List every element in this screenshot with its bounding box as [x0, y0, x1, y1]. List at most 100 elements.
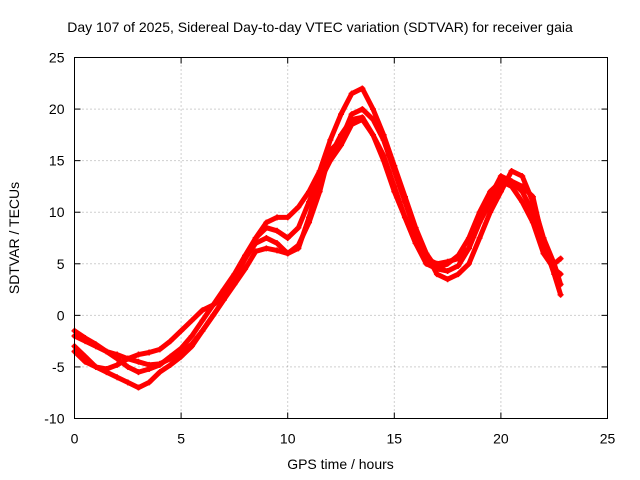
data-point-marker	[359, 85, 366, 92]
data-point-marker	[444, 268, 451, 275]
data-point-marker	[476, 214, 483, 221]
data-point-marker	[188, 332, 195, 339]
data-point-marker	[188, 343, 195, 350]
x-tick-label: 5	[177, 431, 185, 447]
y-tick-label: 5	[57, 256, 65, 272]
data-point-marker	[263, 219, 270, 226]
data-point-marker	[124, 355, 131, 362]
data-point-marker	[391, 162, 398, 169]
plot-frame	[74, 57, 608, 419]
data-point-marker	[135, 384, 142, 391]
data-point-marker	[338, 142, 344, 149]
x-tick-label: 20	[493, 431, 509, 447]
data-point-marker	[497, 173, 504, 180]
data-point-marker	[242, 255, 249, 262]
data-point-marker	[433, 265, 440, 272]
data-point-marker	[423, 260, 430, 267]
data-point-marker	[188, 317, 195, 324]
data-series-line	[72, 85, 564, 391]
data-point-marker	[210, 312, 217, 319]
data-point-marker	[359, 106, 366, 113]
data-point-marker	[274, 247, 281, 254]
data-point-marker	[135, 369, 142, 376]
data-point-marker	[156, 346, 163, 353]
data-point-marker	[284, 250, 291, 257]
data-point-marker	[284, 214, 291, 221]
data-point-marker	[263, 235, 270, 241]
y-tick-label: 25	[49, 50, 65, 66]
data-point-marker	[444, 258, 451, 265]
data-point-marker	[338, 131, 344, 138]
data-point-marker	[529, 198, 536, 205]
chart-title: Day 107 of 2025, Sidereal Day-to-day VTE…	[67, 19, 573, 35]
data-point-marker	[557, 281, 564, 288]
data-point-marker	[519, 188, 526, 195]
data-point-marker	[178, 327, 185, 334]
data-point-marker	[274, 227, 281, 234]
data-point-marker	[274, 214, 281, 221]
data-point-marker	[508, 178, 515, 185]
data-point-marker	[82, 358, 89, 365]
data-point-marker	[103, 348, 110, 355]
data-point-marker	[124, 363, 131, 370]
data-point-marker	[369, 106, 376, 113]
data-point-marker	[252, 240, 259, 247]
y-axis-label: SDTVAR / TECUs	[6, 181, 22, 295]
data-point-marker	[220, 293, 227, 300]
data-point-marker	[519, 198, 526, 205]
data-point-marker	[178, 345, 185, 352]
data-point-marker	[391, 188, 398, 195]
data-point-marker	[146, 365, 153, 372]
data-point-marker	[295, 204, 302, 211]
data-point-marker	[359, 116, 366, 123]
data-point-marker	[199, 327, 206, 334]
data-point-marker	[231, 276, 238, 283]
y-tick-label: 0	[57, 307, 65, 323]
data-point-marker	[401, 193, 408, 200]
data-point-marker	[455, 262, 462, 269]
data-series-line	[72, 106, 564, 368]
data-point-marker	[476, 235, 483, 241]
data-point-marker	[167, 338, 174, 345]
data-point-marker	[401, 214, 408, 221]
data-point-marker	[497, 188, 504, 195]
x-axis-label: GPS time / hours	[287, 456, 394, 472]
grid-layer	[74, 57, 608, 419]
data-point-marker	[487, 193, 494, 200]
data-point-marker	[348, 121, 355, 128]
data-point-marker	[338, 111, 344, 118]
y-tick-label: -5	[52, 359, 65, 375]
y-tick-label: 10	[49, 204, 65, 220]
y-tick-label: 15	[49, 153, 65, 169]
data-point-marker	[327, 137, 334, 144]
data-point-marker	[557, 291, 564, 298]
data-point-marker	[540, 240, 547, 247]
tick-layer: 0 5 10 15 20 25 -10 -5 0 5 10 15 20 25	[44, 50, 615, 447]
data-point-marker	[423, 255, 430, 262]
x-tick-label: 0	[71, 431, 79, 447]
data-point-marker	[156, 361, 163, 368]
data-point-marker	[146, 379, 153, 386]
data-point-marker	[274, 240, 281, 247]
data-point-marker	[519, 173, 526, 180]
data-series-line	[72, 114, 564, 375]
data-point-marker	[135, 358, 142, 365]
data-point-marker	[380, 157, 387, 164]
data-point-marker	[199, 317, 206, 324]
data-point-marker	[433, 260, 440, 267]
data-point-marker	[540, 250, 547, 257]
data-point-marker	[167, 353, 174, 360]
data-point-marker	[369, 131, 376, 138]
data-point-marker	[348, 90, 355, 97]
data-point-marker	[348, 116, 355, 123]
data-point-marker	[306, 214, 313, 221]
data-point-marker	[114, 355, 121, 362]
data-point-marker	[327, 157, 334, 164]
data-point-marker	[316, 178, 323, 185]
series-layer	[71, 85, 564, 391]
x-tick-label: 10	[280, 431, 296, 447]
data-point-marker	[146, 349, 153, 356]
data-point-marker	[465, 260, 472, 267]
y-tick-label: 20	[49, 101, 65, 117]
